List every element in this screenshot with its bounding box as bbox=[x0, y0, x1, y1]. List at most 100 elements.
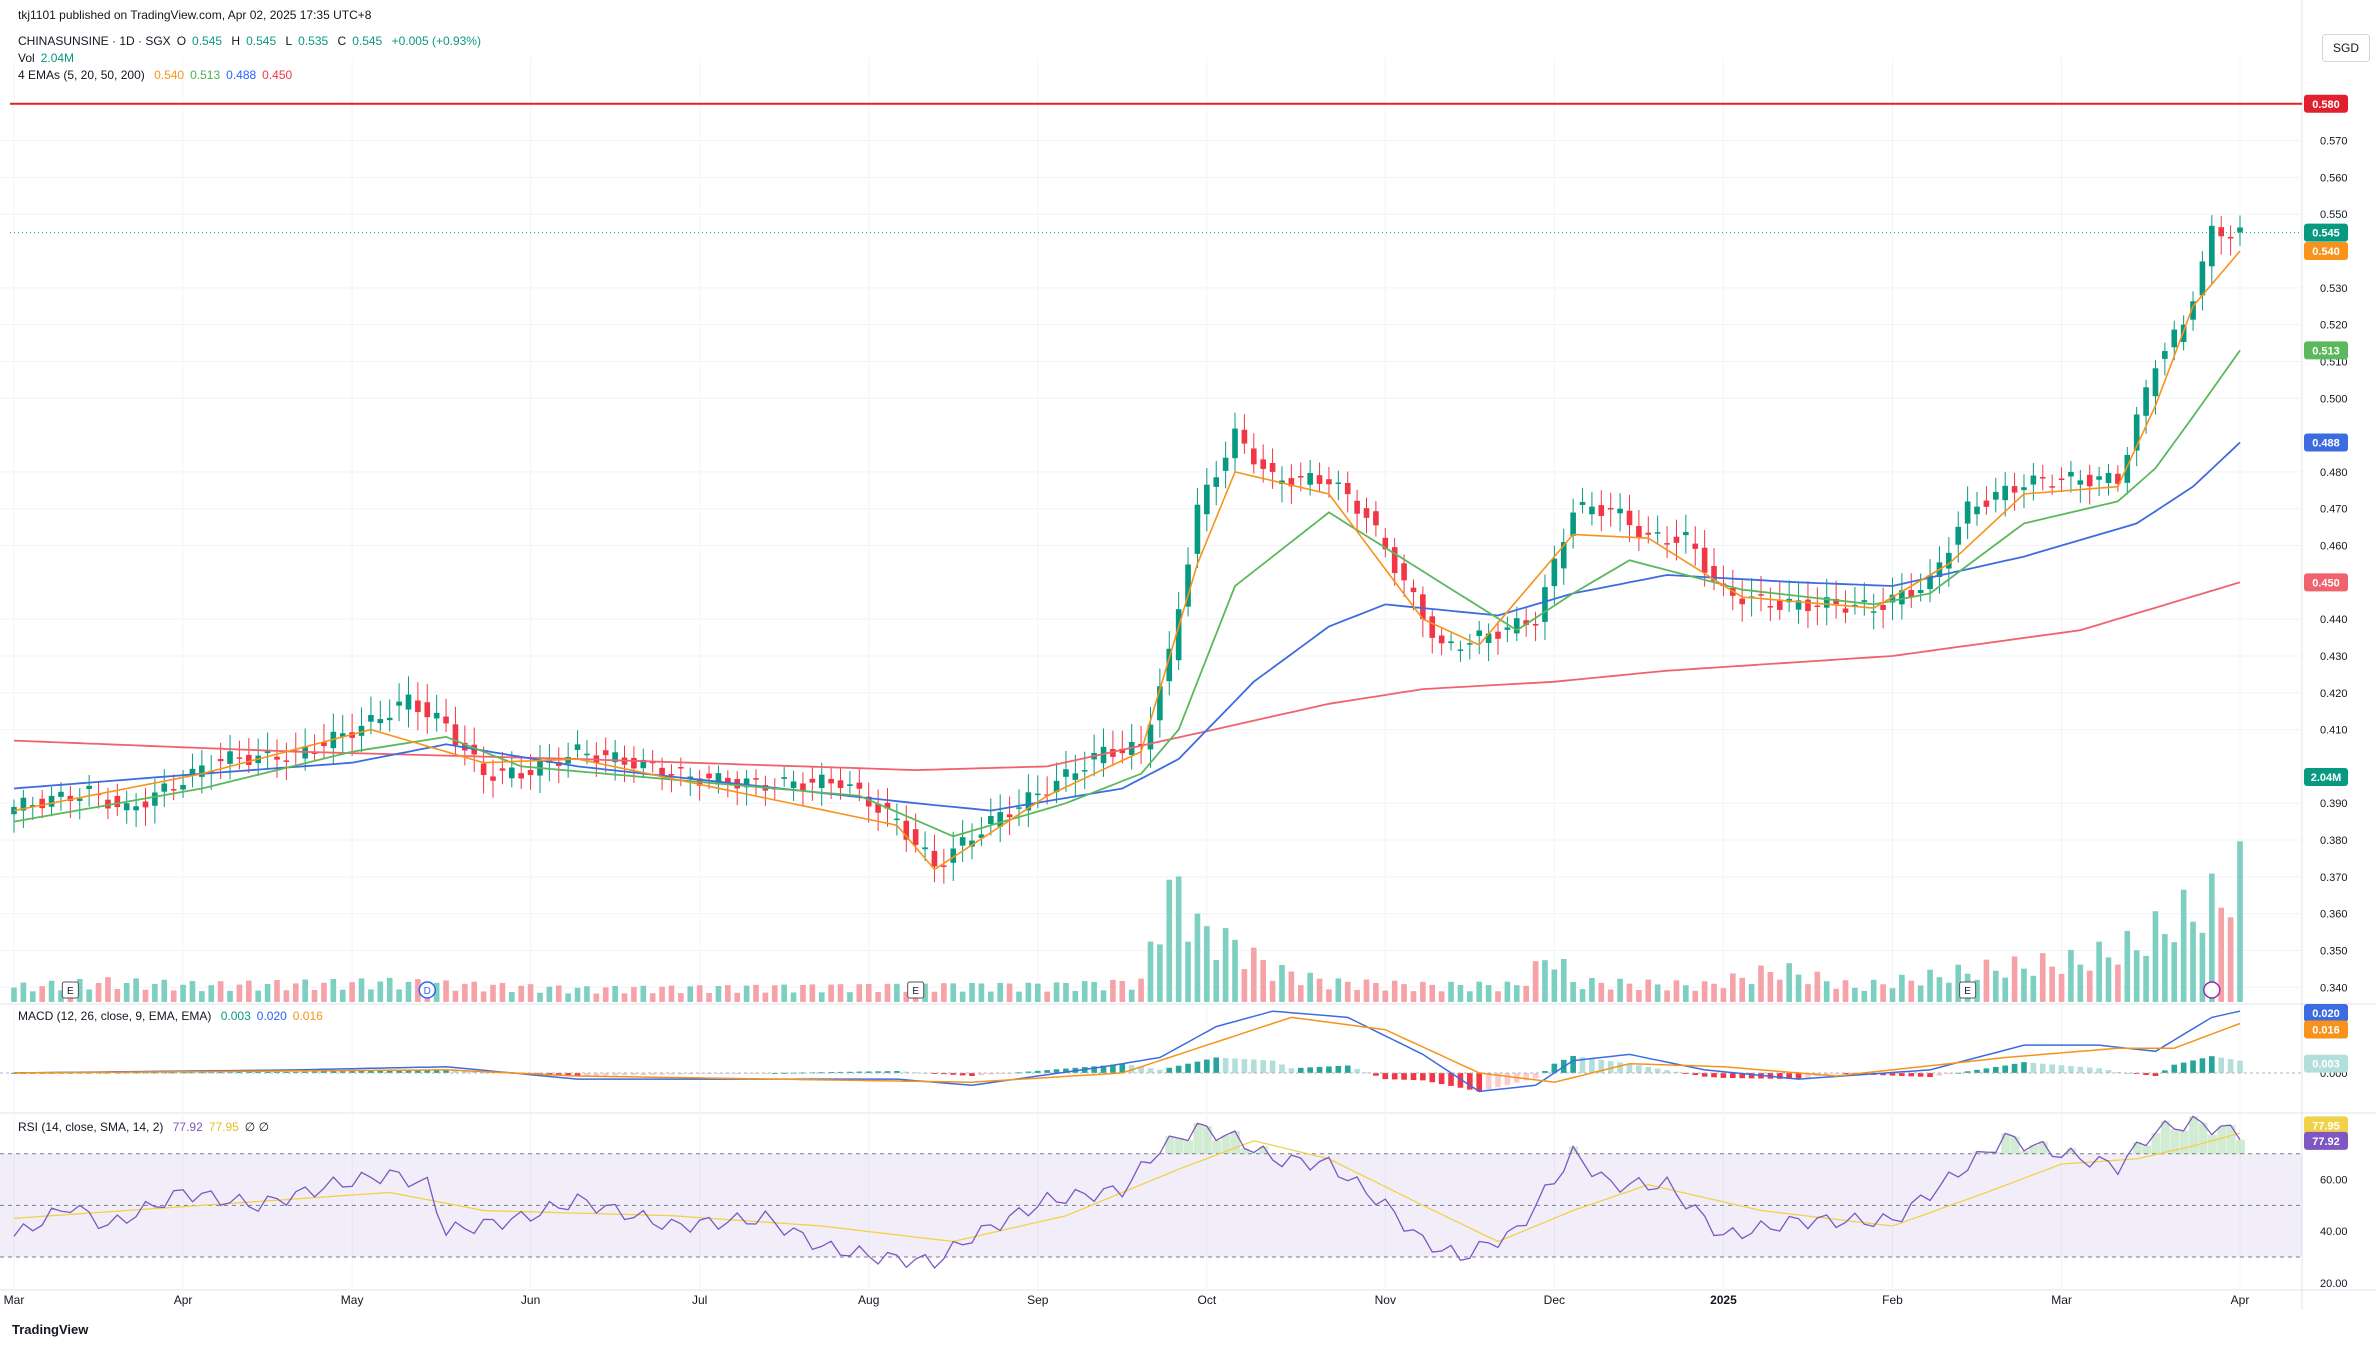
candle-body bbox=[2133, 414, 2140, 451]
rsi-overbought-fill bbox=[2029, 1145, 2039, 1154]
macd-hist-bar bbox=[1260, 1060, 1266, 1073]
volume-bar bbox=[2133, 950, 2140, 1002]
candle-body bbox=[659, 767, 665, 777]
macd-hist-bar bbox=[1335, 1065, 1342, 1073]
publish-info: tkj1101 published on TradingView.com, Ap… bbox=[18, 8, 372, 22]
ohlc-legend: CHINASUNSINE · 1D · SGX O 0.545 H 0.545 L 0.… bbox=[18, 34, 481, 48]
volume-bar bbox=[1589, 977, 1595, 1002]
macd-hist-bar bbox=[152, 1072, 158, 1074]
macd-hist-bar bbox=[2218, 1057, 2225, 1073]
volume-bar bbox=[546, 986, 553, 1002]
rsi-overbought-fill bbox=[2207, 1134, 2217, 1154]
candle-body bbox=[800, 783, 806, 791]
candle-body bbox=[1429, 616, 1436, 638]
macd-hist-tag bbox=[2304, 1054, 2348, 1073]
rsi-overbought-fill bbox=[2226, 1125, 2236, 1154]
volume-bar bbox=[1748, 983, 1755, 1002]
volume-bar bbox=[415, 979, 421, 1002]
candle-body bbox=[1814, 605, 1821, 608]
price-tick-label: 0.410 bbox=[2320, 725, 2348, 737]
rsi-overbought-fill bbox=[1259, 1146, 1269, 1154]
candle-body bbox=[2030, 475, 2037, 485]
macd-hist-bar bbox=[1523, 1072, 1529, 1081]
macd-hist-bar bbox=[1805, 1072, 1811, 1078]
macd-hist-bar bbox=[1401, 1072, 1407, 1080]
candle-body bbox=[1382, 537, 1389, 550]
macd-hist-bar bbox=[405, 1070, 412, 1073]
volume-bar bbox=[2115, 964, 2121, 1002]
candle-body bbox=[2162, 351, 2168, 359]
ema-tag bbox=[2304, 573, 2348, 592]
candle-body bbox=[2021, 487, 2027, 491]
candle-body bbox=[1626, 510, 1633, 526]
candle-body bbox=[1476, 630, 1483, 636]
candle-body bbox=[931, 850, 938, 867]
macd-hist-bar bbox=[959, 1072, 966, 1076]
macd-hist-bar bbox=[2190, 1060, 2196, 1073]
candle-body bbox=[1222, 457, 1229, 471]
candle-body bbox=[2077, 480, 2084, 485]
volume-bar bbox=[1786, 963, 1792, 1002]
macd-hist-bar bbox=[2209, 1056, 2215, 1073]
macd-hist-bar bbox=[565, 1072, 571, 1076]
volume-bar bbox=[1654, 984, 1661, 1002]
volume-bar bbox=[640, 985, 647, 1002]
macd-hist-bar bbox=[1532, 1072, 1539, 1079]
macd-hist-bar bbox=[114, 1072, 121, 1074]
candle-body bbox=[2096, 476, 2102, 480]
macd-hist-bar bbox=[2049, 1064, 2055, 1073]
candle-body bbox=[123, 803, 130, 811]
macd-hist-bar bbox=[358, 1070, 365, 1073]
macd-hist-bar bbox=[2039, 1063, 2046, 1073]
volume-bar bbox=[1053, 982, 1060, 1002]
volume-bar bbox=[1899, 974, 1905, 1002]
macd-hist-bar bbox=[1983, 1068, 1990, 1073]
volume-bar bbox=[706, 992, 712, 1002]
candle-body bbox=[2002, 485, 2008, 501]
volume-bar bbox=[2058, 973, 2065, 1002]
candle-body bbox=[199, 765, 205, 777]
macd-hist-bar bbox=[2011, 1063, 2018, 1073]
macd-hist-bar bbox=[1673, 1071, 1680, 1073]
x-tick-label: Dec bbox=[1544, 1293, 1565, 1307]
candle-body bbox=[1354, 500, 1360, 514]
volume-bar bbox=[800, 984, 806, 1002]
candle-body bbox=[424, 702, 431, 718]
rsi-overbought-fill bbox=[2010, 1136, 2020, 1154]
volume-bar bbox=[1805, 984, 1811, 1002]
candle-body bbox=[725, 777, 731, 784]
candle-body bbox=[1551, 558, 1558, 587]
currency-button[interactable]: SGD bbox=[2322, 34, 2370, 62]
macd-hist-bar bbox=[1429, 1072, 1436, 1083]
volume-bar bbox=[649, 993, 656, 1002]
macd-hist-bar bbox=[1739, 1072, 1746, 1079]
macd-hist-bar bbox=[2086, 1067, 2093, 1073]
macd-hist-bar bbox=[1776, 1072, 1783, 1079]
candle-body bbox=[631, 757, 637, 769]
ema-tag-text: 0.513 bbox=[2312, 345, 2340, 357]
macd-hist-bar bbox=[292, 1071, 299, 1073]
volume-bar bbox=[1476, 981, 1483, 1002]
macd-hist-bar bbox=[377, 1070, 384, 1073]
volume-bar bbox=[1006, 983, 1013, 1002]
price-tick-label: 0.530 bbox=[2320, 283, 2348, 295]
macd-hist-bar bbox=[443, 1069, 449, 1073]
candle-body bbox=[1513, 618, 1520, 634]
volume-bar bbox=[1504, 981, 1511, 1002]
volume-bar bbox=[1683, 985, 1689, 1002]
candle-body bbox=[1391, 547, 1398, 574]
volume-bar bbox=[2105, 957, 2112, 1002]
macd-hist-bar bbox=[1185, 1063, 1191, 1073]
x-tick-label: Sep bbox=[1027, 1293, 1049, 1307]
candle-body bbox=[1034, 793, 1041, 796]
volume-bar bbox=[480, 991, 487, 1002]
rsi-band bbox=[0, 1153, 2302, 1258]
candle-body bbox=[1316, 475, 1323, 484]
rsi-overbought-fill bbox=[2066, 1148, 2076, 1154]
volume-bar bbox=[1147, 941, 1154, 1002]
macd-hist-bar bbox=[640, 1072, 647, 1075]
volume-bar bbox=[1730, 973, 1736, 1002]
ema-tag-text: 0.540 bbox=[2312, 246, 2340, 258]
macd-hist-bar bbox=[1748, 1072, 1755, 1079]
